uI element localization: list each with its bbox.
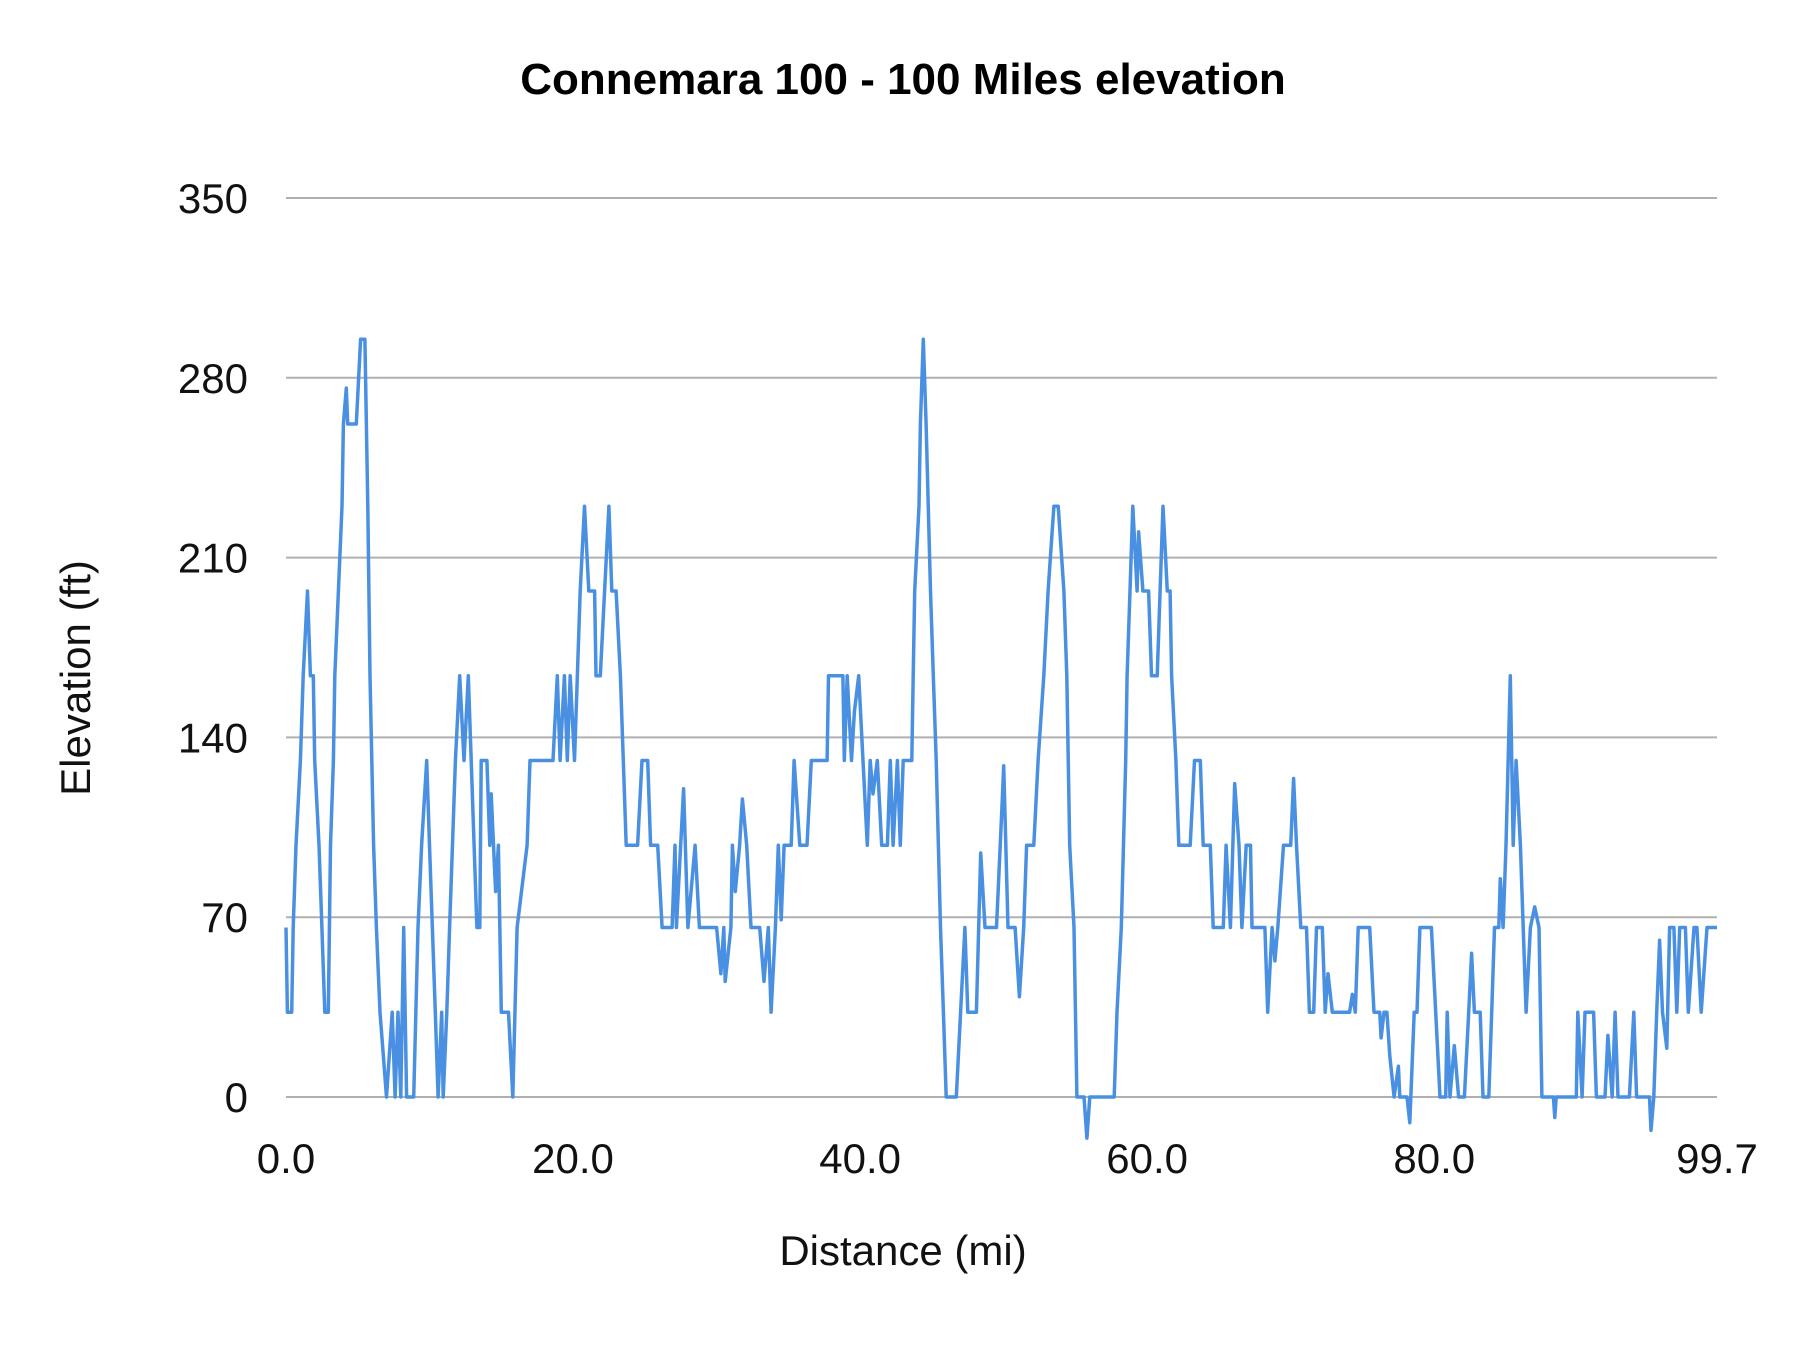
x-tick-label: 99.7	[1676, 1135, 1758, 1182]
y-tick-label: 210	[178, 535, 248, 582]
y-tick-label: 0	[225, 1074, 248, 1121]
elevation-line	[284, 337, 1717, 1140]
y-tick-label: 70	[201, 894, 248, 941]
y-tick-label: 140	[178, 714, 248, 761]
x-tick-label: 20.0	[532, 1135, 614, 1182]
y-tick-label: 350	[178, 175, 248, 222]
chart-title: Connemara 100 - 100 Miles elevation	[520, 55, 1285, 104]
y-tick-labels: 0 70 140 210 280 350	[178, 175, 248, 1121]
y-tick-label: 280	[178, 355, 248, 402]
y-axis-title: Elevation (ft)	[52, 560, 99, 796]
gridlines	[286, 197, 1717, 1098]
x-tick-labels: 0.0 20.0 40.0 60.0 80.0 99.7	[257, 1135, 1758, 1182]
x-tick-label: 60.0	[1106, 1135, 1188, 1182]
x-tick-label: 0.0	[257, 1135, 315, 1182]
x-axis-title: Distance (mi)	[779, 1227, 1026, 1274]
x-tick-label: 80.0	[1393, 1135, 1475, 1182]
x-tick-label: 40.0	[819, 1135, 901, 1182]
